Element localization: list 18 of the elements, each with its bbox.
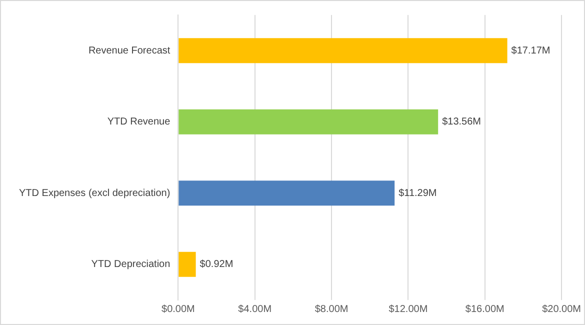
bar [178, 252, 196, 277]
y-tick-label: Revenue Forecast [88, 45, 170, 56]
data-label: $11.29M [398, 188, 437, 199]
data-label: $0.92M [200, 259, 234, 270]
x-tick-label: $16.00M [465, 304, 504, 315]
y-tick-label: YTD Expenses (excl depreciation) [18, 188, 170, 199]
y-tick-label: YTD Depreciation [91, 259, 170, 270]
data-label: $17.17M [511, 45, 550, 56]
y-tick-label: YTD Revenue [107, 116, 171, 128]
x-tick-label: $20.00M [542, 304, 582, 315]
x-tick-label: $8.00M [314, 304, 348, 315]
bar [178, 180, 395, 206]
data-label: $13.56M [442, 116, 482, 128]
bar [178, 38, 508, 64]
x-tick-label: $0.00M [161, 304, 195, 315]
x-tick-label: $12.00M [388, 304, 428, 315]
bar [178, 109, 438, 134]
x-tick-label: $4.00M [238, 304, 272, 315]
